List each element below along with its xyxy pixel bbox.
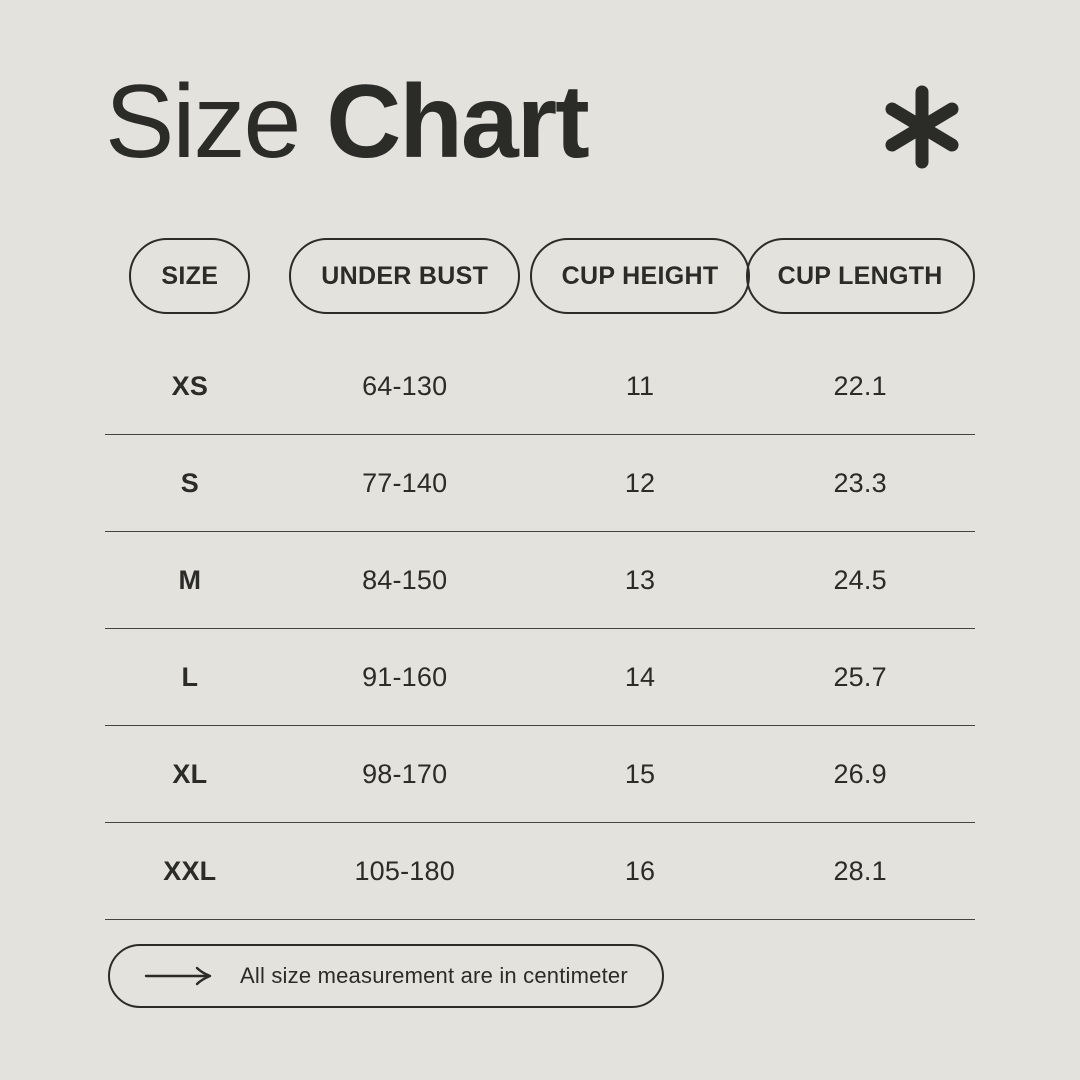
size-table: XS 64-130 11 22.1 S 77-140 12 23.3 M 84-… [105,338,975,920]
header: Size Chart [105,70,975,174]
cell-cup-length: 22.1 [833,370,887,401]
arrow-right-icon [144,964,214,988]
cell-size: L [181,661,199,692]
column-header-cell: SIZE [105,238,275,314]
table-row-xs: XS 64-130 11 22.1 [105,338,975,435]
footer: All size measurement are in centimeter [105,944,975,1008]
cell-under-bust: 84-150 [362,564,448,595]
cell-cup-height: 12 [624,467,656,498]
cell-size: M [178,564,202,595]
table-row-s: S 77-140 12 23.3 [105,435,975,532]
title-regular: Size [105,64,301,180]
column-header-pill-under-bust: UNDER BUST [289,238,521,314]
cell-cup-height: 15 [624,758,656,789]
cell-cup-length: 24.5 [833,564,887,595]
cell-under-bust: 64-130 [362,370,448,401]
cell-under-bust: 105-180 [354,855,455,886]
asterisk-icon [879,84,965,170]
footer-note-text: All size measurement are in centimeter [240,963,628,988]
table-row-m: M 84-150 13 24.5 [105,532,975,629]
cell-size: XXL [163,855,217,886]
cell-cup-height: 16 [624,855,656,886]
cell-cup-length: 28.1 [833,855,887,886]
footer-note-pill: All size measurement are in centimeter [108,944,664,1008]
cell-size: XS [171,370,209,401]
cell-size: XL [172,758,208,789]
cell-under-bust: 98-170 [362,758,448,789]
table-row-l: L 91-160 14 25.7 [105,629,975,726]
cell-under-bust: 77-140 [362,467,448,498]
column-header-cell: CUP HEIGHT [529,238,751,314]
cell-cup-length: 25.7 [833,661,887,692]
column-header-cell: CUP LENGTH [745,238,975,314]
column-headers: SIZE UNDER BUST CUP HEIGHT CUP LENGTH [105,238,975,314]
table-row-xxl: XXL 105-180 16 28.1 [105,823,975,920]
column-header-pill-size: SIZE [129,238,251,314]
column-header-pill-cup-height: CUP HEIGHT [529,238,751,314]
table-row-xl: XL 98-170 15 26.9 [105,726,975,823]
column-header-pill-cup-length: CUP LENGTH [745,238,975,314]
cell-cup-height: 11 [625,370,655,401]
cell-cup-length: 26.9 [833,758,887,789]
title-bold: Chart [326,64,590,180]
cell-under-bust: 91-160 [362,661,448,692]
column-header-cell: UNDER BUST [275,238,535,314]
page-title: Size Chart [105,70,590,174]
cell-cup-height: 14 [624,661,656,692]
cell-size: S [180,467,199,498]
cell-cup-height: 13 [624,564,656,595]
cell-cup-length: 23.3 [833,467,887,498]
